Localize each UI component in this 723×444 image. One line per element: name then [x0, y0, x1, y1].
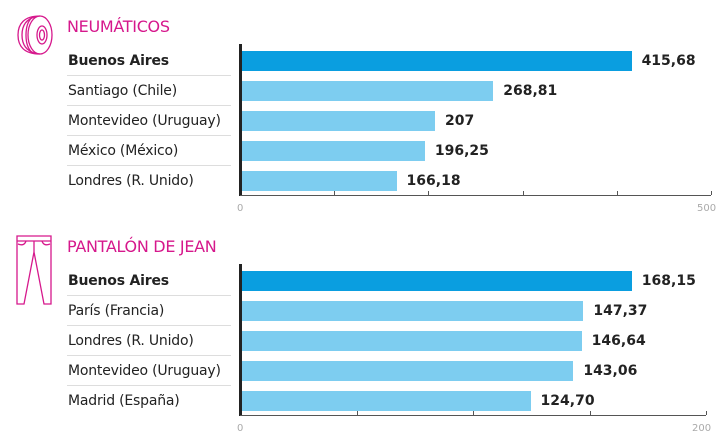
x-tick	[334, 191, 336, 195]
x-tick	[706, 411, 707, 415]
x-tick	[711, 191, 712, 195]
value-label: 196,25	[434, 143, 489, 159]
category-label: Londres (R. Unido)	[68, 173, 194, 189]
category-label: Madrid (España)	[68, 393, 180, 409]
category-label: Buenos Aires	[68, 53, 169, 69]
category-label: México (México)	[68, 143, 179, 159]
row-divider	[67, 325, 231, 326]
bar	[242, 391, 531, 411]
x-tick-label: 0	[237, 203, 244, 214]
value-label: 146,64	[591, 333, 646, 349]
jeans-icon	[14, 234, 54, 310]
bar	[242, 111, 435, 131]
category-label: Londres (R. Unido)	[68, 333, 194, 349]
bar	[242, 51, 632, 71]
bar	[242, 361, 574, 381]
category-label: Montevideo (Uruguay)	[68, 113, 221, 129]
bar	[242, 301, 584, 321]
row-divider	[67, 295, 231, 296]
value-label: 166,18	[406, 173, 461, 189]
value-label: 207	[444, 113, 475, 129]
x-tick	[522, 191, 524, 195]
row-divider	[67, 105, 231, 106]
chart-2: PANTALÓN DE JEAN Buenos Aires 168,15 París …	[0, 220, 723, 440]
tire-icon	[14, 14, 54, 60]
row-divider	[67, 165, 231, 166]
bar	[242, 331, 582, 351]
row-divider	[67, 135, 231, 136]
category-label: Santiago (Chile)	[68, 83, 177, 99]
row-divider	[67, 355, 231, 356]
bar	[242, 81, 494, 101]
value-label: 147,37	[593, 303, 648, 319]
x-tick	[356, 411, 358, 415]
x-tick	[428, 191, 430, 195]
bar	[242, 141, 425, 161]
value-label: 415,68	[641, 53, 696, 69]
value-label: 268,81	[503, 83, 558, 99]
category-label: París (Francia)	[68, 303, 165, 319]
chart-1: NEUMÁTICOS Buenos Aires 415,68 Santiago (Ch…	[0, 0, 723, 220]
x-axis-line	[240, 195, 711, 196]
y-axis-line	[239, 264, 242, 416]
category-label: Montevideo (Uruguay)	[68, 363, 221, 379]
chart-title: NEUMÁTICOS	[67, 17, 170, 36]
x-tick	[589, 411, 591, 415]
y-axis-line	[239, 44, 242, 196]
value-label: 168,15	[641, 273, 696, 289]
x-tick-label: 500	[697, 203, 717, 214]
value-label: 143,06	[583, 363, 638, 379]
bar	[242, 271, 632, 291]
x-tick	[473, 411, 474, 415]
chart-title: PANTALÓN DE JEAN	[67, 237, 217, 256]
x-tick	[616, 191, 618, 195]
x-tick-label: 0	[237, 423, 244, 434]
row-divider	[67, 75, 231, 76]
bar	[242, 171, 397, 191]
row-divider	[67, 385, 231, 386]
value-label: 124,70	[540, 393, 595, 409]
x-tick-label: 200	[692, 423, 712, 434]
category-label: Buenos Aires	[68, 273, 169, 289]
x-axis-line	[240, 415, 706, 416]
